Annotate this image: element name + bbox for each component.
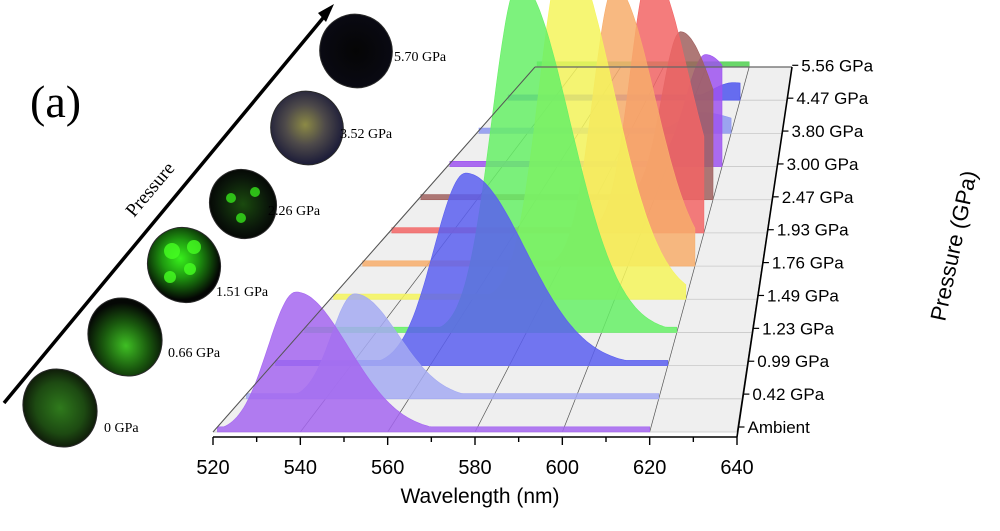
droplet-image xyxy=(87,297,163,377)
x-axis-title: Wavelength (nm) xyxy=(400,485,559,508)
pressure-tick-label: 4.47 GPa xyxy=(796,89,868,108)
pressure-arrow-line xyxy=(2,10,330,405)
pressure-arrow-head-icon xyxy=(318,4,334,22)
droplet-image xyxy=(270,90,344,166)
pressure-image-droplet: 3.52 GPa xyxy=(270,90,393,166)
x-tick-label: 580 xyxy=(458,457,491,479)
emission-spot xyxy=(187,240,201,254)
pressure-tick-label: 2.47 GPa xyxy=(782,188,854,207)
emission-spot xyxy=(236,213,246,223)
droplet-pressure-label: 0 GPa xyxy=(104,421,139,436)
frame-left-edge xyxy=(212,66,536,433)
pressure-axis-title: Pressure (GPa) xyxy=(925,168,981,323)
emission-spot xyxy=(226,193,236,203)
pressure-tick-label: 1.23 GPa xyxy=(762,319,834,338)
droplet-pressure-label: 2.26 GPa xyxy=(268,204,321,219)
grid-line-wavelength xyxy=(649,66,750,433)
pressure-tick-label: 5.56 GPa xyxy=(801,56,873,75)
emission-spot xyxy=(164,271,176,283)
pressure-tick-label: 0.99 GPa xyxy=(757,352,829,371)
pressure-tick-label: Ambient xyxy=(747,418,810,437)
droplet-pressure-label: 1.51 GPa xyxy=(216,285,269,300)
droplet-image xyxy=(22,368,98,448)
pressure-tick-label: 1.49 GPa xyxy=(767,286,839,305)
pressure-tick-label: 1.76 GPa xyxy=(772,254,844,273)
x-tick-label: 600 xyxy=(546,457,579,479)
emission-spot xyxy=(250,187,260,197)
emission-spot xyxy=(184,263,196,275)
spectrum-trace xyxy=(217,291,650,433)
plot-area: 520 540 560 580 600 620 640 Ambient 0.42 GPa 0.9… xyxy=(196,0,982,508)
x-tick-label: 520 xyxy=(196,457,229,479)
pressure-tick-label: 1.93 GPa xyxy=(777,221,849,240)
pressure-image-droplet: 0.66 GPa xyxy=(87,297,221,377)
x-tick-label: 640 xyxy=(720,457,753,479)
droplet-image xyxy=(319,13,393,89)
pressure-axis: Ambient 0.42 GPa 0.99 GPa 1.23 GPa 1.49 GPa 1… xyxy=(736,56,874,438)
droplet-pressure-label: 0.66 GPa xyxy=(168,346,221,361)
x-tick-label: 560 xyxy=(371,457,404,479)
pressure-image-droplet: 1.51 GPa xyxy=(146,226,269,304)
pressure-tick-label: 0.42 GPa xyxy=(752,385,824,404)
x-tick-label: 620 xyxy=(633,457,666,479)
pressure-image-droplet: 0 GPa xyxy=(22,368,139,448)
pressure-tick-label: 3.00 GPa xyxy=(787,155,859,174)
droplet-pressure-label: 5.70 GPa xyxy=(394,50,447,65)
panel-label: (a) xyxy=(30,76,81,127)
pressure-axis-line xyxy=(736,66,793,438)
droplet-pressure-label: 3.52 GPa xyxy=(340,127,393,142)
pressure-image-droplet: 2.26 GPa xyxy=(208,168,321,240)
pressure-arrow-label: Pressure xyxy=(122,158,179,221)
pressure-image-droplet: 5.70 GPa xyxy=(319,13,447,89)
x-tick-label: 540 xyxy=(284,457,317,479)
pressure-tick-label: 3.80 GPa xyxy=(791,122,863,141)
emission-spot xyxy=(164,243,180,259)
x-axis: 520 540 560 580 600 620 640 xyxy=(196,436,754,479)
droplet-image xyxy=(208,168,278,240)
